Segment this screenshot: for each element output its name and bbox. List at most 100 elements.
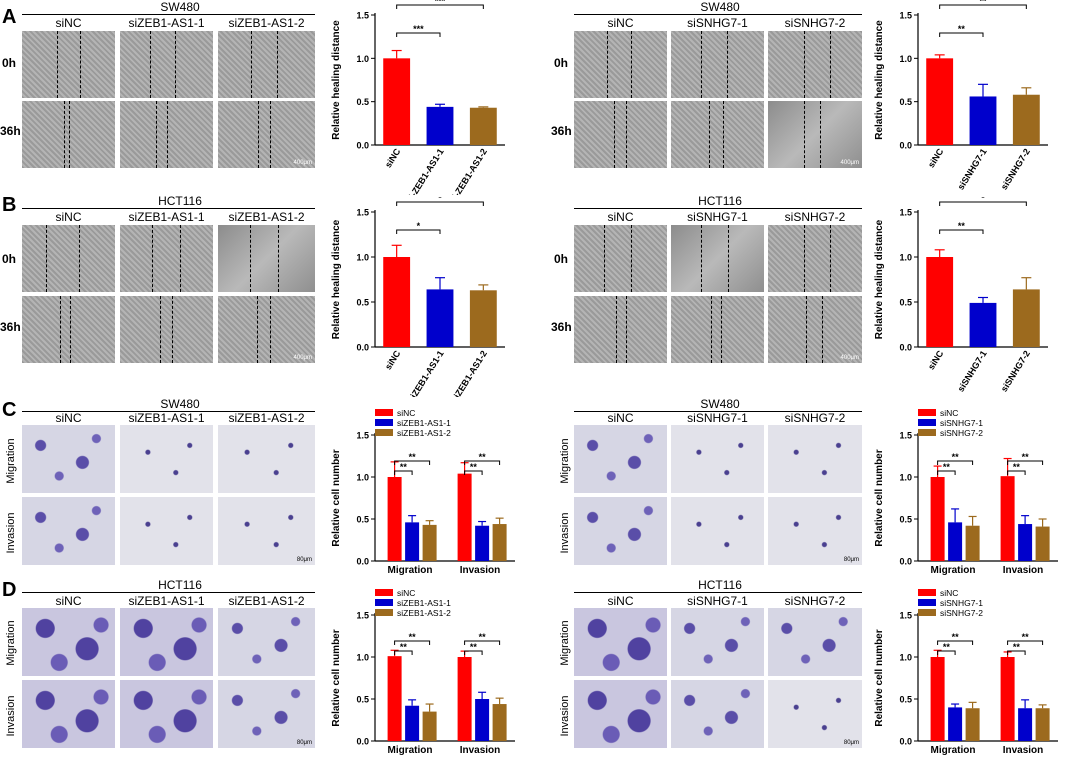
- significance-label: **: [958, 221, 966, 231]
- significance-bracket: [1007, 460, 1044, 465]
- x-tick-label: siNC: [926, 146, 946, 169]
- significance-label: **: [479, 452, 487, 462]
- title-rule: [22, 14, 315, 15]
- significance-bracket: [394, 470, 413, 475]
- row-label: 0h: [554, 252, 569, 266]
- bar: [1012, 94, 1040, 145]
- title-rule: [22, 592, 315, 593]
- transwell-image: [120, 680, 213, 748]
- bar: [387, 477, 402, 561]
- y-tick-label: 0.5: [356, 298, 369, 308]
- wound-image: [671, 296, 764, 363]
- x-tick-label: siNC: [383, 348, 403, 371]
- wound-image: 400μm: [218, 101, 315, 168]
- wound-image: 400μm: [768, 296, 862, 363]
- x-tick-label: Invasion: [460, 745, 501, 756]
- transwell-image: [671, 680, 764, 748]
- wound-image: [22, 296, 115, 363]
- bar: [969, 302, 997, 347]
- row-label: Migration: [559, 620, 571, 666]
- column-header: siZEB1-AS1-2: [228, 594, 305, 608]
- title-rule: [22, 411, 315, 412]
- significance-bracket: [396, 4, 484, 9]
- wound-image: [768, 225, 862, 292]
- column-header: siZEB1-AS1-2: [228, 210, 305, 224]
- legend-label: siSNHG7-2: [940, 608, 983, 618]
- legend-label: siNC: [940, 408, 958, 418]
- wound-image: [22, 31, 115, 98]
- y-tick-label: 0.5: [899, 97, 912, 107]
- scale-bar-label: 400μm: [840, 355, 859, 361]
- wound-image: 400μm: [768, 101, 862, 168]
- bar: [469, 290, 497, 347]
- bar: [1000, 476, 1015, 561]
- y-tick-label: 1.0: [356, 253, 369, 263]
- significance-label: **: [1022, 452, 1030, 462]
- significance-bracket: [937, 460, 974, 465]
- transwell-image: 80μm: [218, 497, 315, 565]
- column-header: siNC: [55, 411, 82, 425]
- bar: [930, 477, 945, 561]
- row-label: 0h: [2, 252, 17, 266]
- wound-image: [120, 225, 213, 292]
- y-tick-label: 0.0: [356, 141, 369, 151]
- y-tick-label: 1.0: [899, 473, 912, 483]
- y-tick-label: 0.0: [356, 557, 369, 567]
- column-header: siZEB1-AS1-2: [228, 16, 305, 30]
- legend-swatch: [375, 429, 393, 436]
- group-title: SW480: [160, 397, 200, 411]
- wound-image: [671, 101, 764, 168]
- y-tick-label: 1.5: [356, 208, 369, 218]
- bar: [965, 708, 980, 741]
- legend-label: siZEB1-AS1-1: [397, 418, 451, 428]
- row-label: 36h: [551, 320, 572, 334]
- column-header: siSNHG7-1: [687, 411, 748, 425]
- panel-label-b: B: [2, 194, 17, 216]
- bar: [457, 473, 472, 561]
- transwell-image: [574, 608, 667, 676]
- y-tick-label: 0.0: [899, 343, 912, 353]
- wound-image: [574, 101, 667, 168]
- column-header: siSNHG7-1: [687, 210, 748, 224]
- scale-bar-label: 80μm: [296, 740, 312, 746]
- significance-bracket: [1007, 470, 1026, 475]
- x-tick-label: siZEB1-AS1-2: [449, 349, 489, 397]
- group-title: SW480: [700, 397, 740, 411]
- y-axis-label: Relative healing distance: [331, 219, 342, 339]
- significance-label: **: [943, 642, 951, 652]
- y-tick-label: 0.5: [356, 695, 369, 705]
- significance-label: **: [952, 452, 960, 462]
- y-tick-label: 0.0: [356, 343, 369, 353]
- y-axis-label: Relative healing distance: [874, 20, 885, 140]
- significance-label: **: [470, 642, 478, 652]
- wound-image: [218, 225, 315, 292]
- transwell-image: [22, 680, 115, 748]
- bar: [926, 257, 954, 347]
- bar: [969, 96, 997, 145]
- column-header: siZEB1-AS1-1: [128, 594, 205, 608]
- y-axis-label: Relative cell number: [331, 629, 342, 726]
- transwell-image: [120, 497, 213, 565]
- bar-chart-c-left: 0.0 0.5 1.0 1.5 Relative cell number Migratio…: [331, 408, 515, 576]
- row-label: 0h: [2, 56, 17, 70]
- column-header: siNC: [55, 210, 82, 224]
- group-title: SW480: [160, 0, 200, 14]
- column-header: siZEB1-AS1-2: [228, 411, 305, 425]
- significance-label: **: [1022, 632, 1030, 642]
- y-axis-label: Relative cell number: [874, 449, 885, 546]
- significance-bracket: [939, 201, 1027, 206]
- legend-label: siZEB1-AS1-1: [397, 598, 451, 608]
- significance-label: *: [438, 197, 442, 203]
- significance-bracket: [464, 470, 483, 475]
- row-label: 36h: [0, 320, 21, 334]
- wound-image: [22, 225, 115, 292]
- y-tick-label: 0.5: [356, 515, 369, 525]
- y-tick-label: 1.0: [356, 54, 369, 64]
- y-tick-label: 0.5: [899, 695, 912, 705]
- y-tick-label: 1.0: [356, 653, 369, 663]
- significance-label: **: [409, 452, 417, 462]
- transwell-image: [671, 497, 764, 565]
- significance-label: **: [470, 462, 478, 472]
- bar: [426, 106, 454, 145]
- significance-bracket: [464, 650, 483, 655]
